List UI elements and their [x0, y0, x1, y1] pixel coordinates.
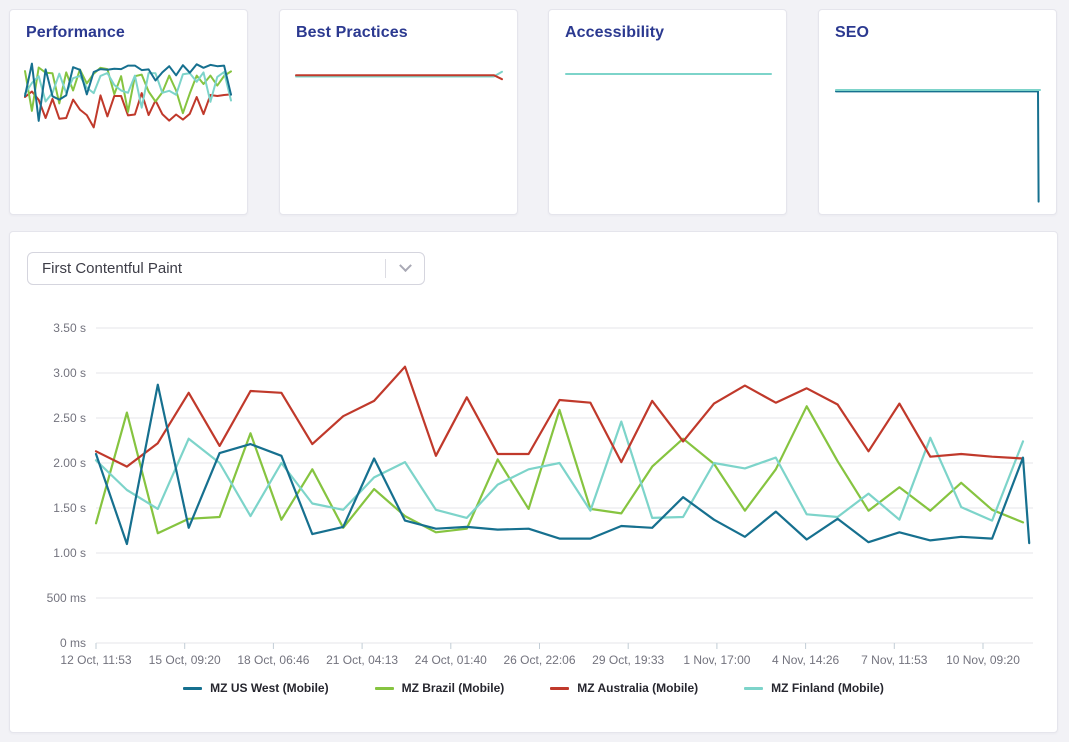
series-line-1 — [94, 383, 1031, 546]
fcp-line-chart: 3.50 s 3.00 s 2.50 s 2.00 s 1.50 s 1.00 s 500 … — [47, 321, 1033, 667]
legend-item[interactable]: MZ US West (Mobile) — [183, 681, 329, 695]
y-axis-label: 0 ms — [60, 636, 86, 650]
sparkline-series — [295, 74, 503, 81]
performance-sparkline-chart — [24, 62, 232, 129]
accessibility-sparkline-chart — [565, 73, 772, 75]
legend-label: MZ Brazil (Mobile) — [401, 681, 505, 695]
sparkline-series — [24, 62, 232, 122]
metric-dropdown-value: First Contentful Paint — [42, 260, 183, 277]
legend-dash-icon — [374, 686, 394, 690]
series-line-4 — [94, 420, 1025, 522]
x-axis-label: 21 Oct, 04:13 — [326, 653, 398, 667]
legend-dash-icon — [183, 686, 203, 690]
x-axis-label: 4 Nov, 14:26 — [772, 653, 839, 667]
card-title: Accessibility — [565, 24, 665, 41]
chevron-down-icon — [398, 259, 412, 273]
card-performance: Performance — [9, 9, 248, 215]
legend-label: MZ Australia (Mobile) — [577, 681, 699, 695]
legend-dash-icon — [744, 686, 764, 690]
metric-dropdown[interactable]: First Contentful Paint — [27, 252, 425, 285]
x-axis-label: 24 Oct, 01:40 — [415, 653, 487, 667]
legend-label: MZ Finland (Mobile) — [771, 681, 884, 695]
series-line-2 — [94, 405, 1025, 535]
card-title: SEO — [835, 24, 870, 41]
series-line-3 — [94, 365, 1025, 468]
x-axis-label: 15 Oct, 09:20 — [149, 653, 221, 667]
y-axis-label: 1.00 s — [53, 546, 86, 560]
sparkline-series — [24, 66, 232, 115]
y-axis-label: 1.50 s — [53, 501, 86, 515]
sparkline-series — [24, 90, 232, 129]
card-accessibility: Accessibility — [548, 9, 787, 215]
y-axis-label: 3.00 s — [53, 366, 86, 380]
card-seo: SEO — [818, 9, 1057, 215]
legend-item[interactable]: MZ Australia (Mobile) — [550, 681, 698, 695]
x-axis-label: 26 Oct, 22:06 — [503, 653, 575, 667]
x-axis-label: 18 Oct, 06:46 — [237, 653, 309, 667]
sparkline-series — [295, 70, 503, 78]
card-best-practices: Best Practices — [279, 9, 518, 215]
legend-item[interactable]: MZ Finland (Mobile) — [744, 681, 884, 695]
card-title: Best Practices — [296, 24, 408, 41]
x-axis-label: 12 Oct, 11:53 — [60, 653, 131, 667]
legend-dash-icon — [550, 686, 570, 690]
seo-sparkline-chart — [835, 89, 1041, 203]
legend-item[interactable]: MZ Brazil (Mobile) — [374, 681, 505, 695]
main-chart-panel: First Contentful Paint 3.50 s 3.00 s 2.50 … — [9, 231, 1058, 733]
y-axis-label: 2.00 s — [53, 456, 86, 470]
x-axis-label: 29 Oct, 19:33 — [592, 653, 664, 667]
y-axis-label: 3.50 s — [53, 321, 86, 335]
sparkline-series — [24, 71, 232, 109]
legend-label: MZ US West (Mobile) — [210, 681, 329, 695]
y-axis-label: 2.50 s — [53, 411, 86, 425]
dropdown-chevron-box[interactable] — [386, 259, 424, 273]
card-title: Performance — [26, 24, 125, 41]
dropdown-divider — [385, 259, 386, 278]
y-axis-label: 500 ms — [47, 591, 86, 605]
x-axis-label: 10 Nov, 09:20 — [946, 653, 1020, 667]
x-axis-label: 7 Nov, 11:53 — [861, 653, 928, 667]
x-axis-label: 1 Nov, 17:00 — [683, 653, 750, 667]
best-practices-sparkline-chart — [295, 70, 503, 81]
chart-legend: MZ US West (Mobile) MZ Brazil (Mobile) MZ … — [10, 681, 1057, 695]
sparkline-series — [835, 90, 1040, 203]
